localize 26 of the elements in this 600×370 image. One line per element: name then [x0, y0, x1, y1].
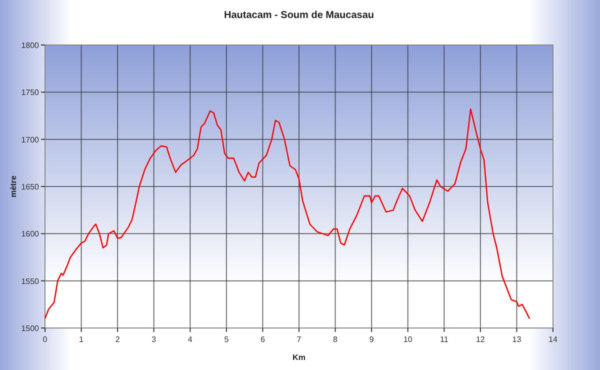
chart-title: Hautacam - Soum de Maucasau: [224, 10, 374, 21]
x-axis-title: Km: [292, 353, 306, 362]
y-tick-label: 1500: [21, 324, 40, 333]
y-tick-label: 1750: [21, 88, 40, 98]
x-tick-label: 4: [188, 335, 193, 344]
x-tick-label: 0: [42, 335, 48, 344]
x-tick-label: 13: [512, 335, 522, 344]
y-tick-label: 1700: [21, 135, 40, 144]
y-axis-title: mètre: [9, 175, 18, 198]
y-tick-label: 1650: [21, 182, 40, 192]
x-tick-label: 8: [333, 335, 338, 344]
x-tick-label: 1: [79, 335, 84, 344]
y-tick-label: 1550: [21, 276, 40, 286]
x-tick-label: 6: [260, 335, 266, 344]
x-tick-label: 9: [369, 335, 374, 344]
line-series: [44, 108, 530, 320]
y-tick-label: 1800: [21, 41, 40, 50]
x-tick-label: 3: [152, 335, 157, 344]
x-tick-label: 10: [403, 335, 413, 344]
y-tick-label: 1600: [21, 230, 40, 239]
x-tick-label: 12: [476, 335, 486, 344]
x-tick-label: 2: [115, 335, 120, 344]
x-tick-label: 7: [296, 335, 302, 344]
x-tick-label: 5: [224, 335, 230, 344]
x-tick-label: 11: [440, 335, 449, 344]
x-tick-label: 14: [548, 335, 558, 344]
